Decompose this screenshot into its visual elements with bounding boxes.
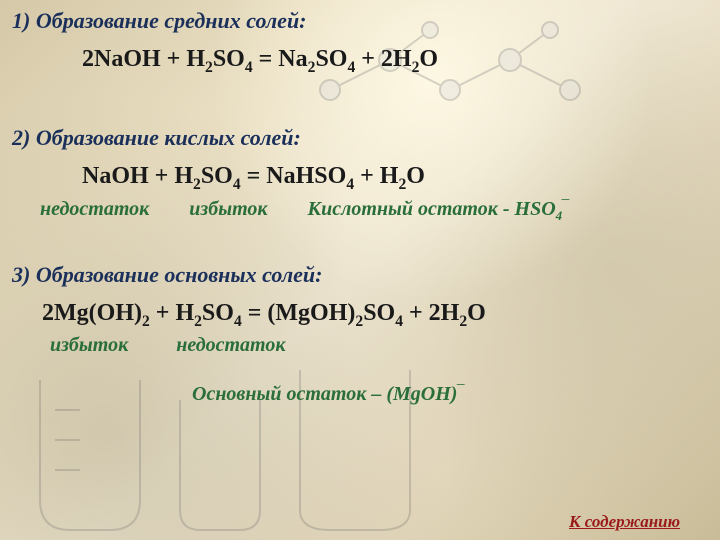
contents-link[interactable]: К содержанию bbox=[569, 512, 680, 532]
basic-residue: Основный остаток – (MgOH)‾ bbox=[192, 383, 708, 406]
annotation-deficit-3: недостаток bbox=[176, 334, 285, 357]
annotation-excess-2: избыток bbox=[189, 198, 267, 221]
heading-3: 3) Образование основных солей: bbox=[12, 262, 708, 288]
annotation-row-3: избыток недостаток bbox=[50, 334, 708, 357]
section-3: 3) Образование основных солей: 2Mg(OH)2 … bbox=[12, 262, 708, 407]
annotation-deficit-2: недостаток bbox=[40, 198, 149, 221]
equation-2: NaOH + H2SO4 = NaHSO4 + H2O bbox=[82, 163, 708, 194]
acid-residue: Кислотный остаток - HSO4‾ bbox=[308, 198, 569, 224]
section-1: 1) Образование средних солей: 2NaOH + H2… bbox=[12, 8, 708, 77]
annotation-row-2: недостаток избыток Кислотный остаток - H… bbox=[40, 198, 708, 224]
section-2: 2) Образование кислых солей: NaOH + H2SO… bbox=[12, 125, 708, 224]
equation-3: 2Mg(OH)2 + H2SO4 = (MgOH)2SO4 + 2H2O bbox=[42, 300, 708, 331]
equation-1: 2NaOH + H2SO4 = Na2SO4 + 2H2O bbox=[82, 46, 708, 77]
annotation-excess-3: избыток bbox=[50, 334, 128, 357]
heading-2: 2) Образование кислых солей: bbox=[12, 125, 708, 151]
heading-1: 1) Образование средних солей: bbox=[12, 8, 708, 34]
